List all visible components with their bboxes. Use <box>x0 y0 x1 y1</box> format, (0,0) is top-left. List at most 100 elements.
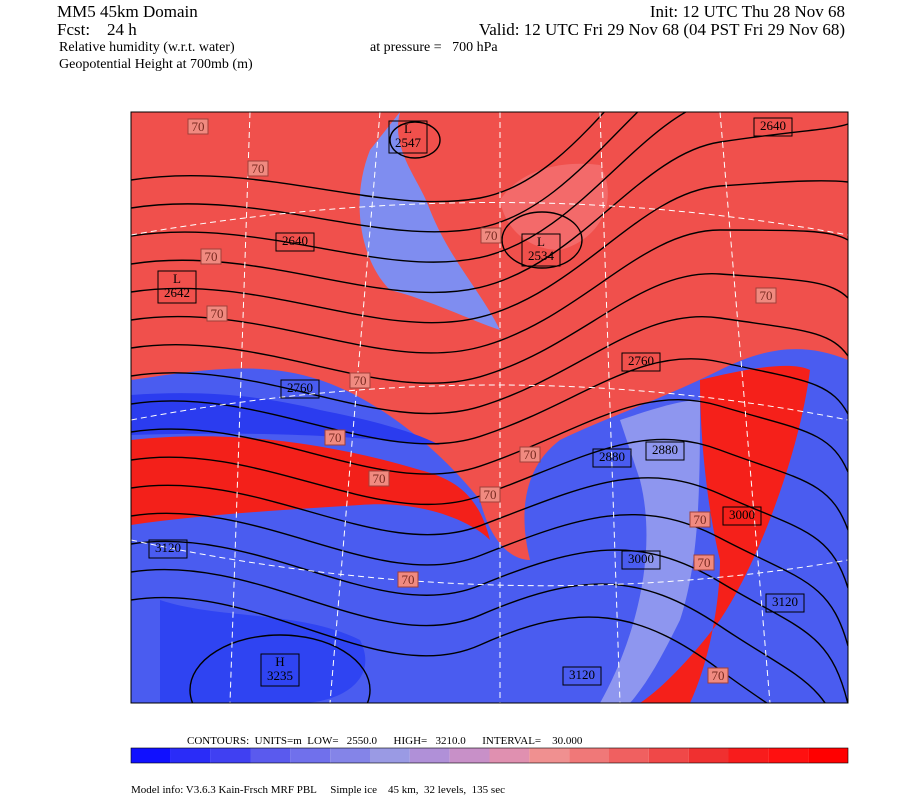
color-swatch <box>768 748 809 763</box>
height-label: 2640 <box>760 118 786 133</box>
height-contour <box>131 316 848 415</box>
color-swatch <box>370 748 410 763</box>
color-swatch <box>170 748 211 763</box>
graticule <box>719 112 771 703</box>
pressure: at pressure = 700 hPa <box>370 40 498 55</box>
color-swatch <box>449 748 490 763</box>
rh-label: 70 <box>484 487 497 502</box>
height-contour <box>131 568 826 703</box>
color-swatch <box>489 748 530 763</box>
height-label: 3000 <box>628 551 654 566</box>
rh-label: 70 <box>694 512 707 527</box>
label-box <box>388 120 428 154</box>
label-box <box>621 352 661 372</box>
label-box <box>260 653 300 687</box>
height-contour <box>131 112 688 263</box>
height-label: L <box>404 121 412 136</box>
rh-label: 70 <box>712 668 725 683</box>
height-label: 2760 <box>628 353 654 368</box>
label-box <box>765 593 805 613</box>
height-contour <box>131 540 848 703</box>
height-label: 2760 <box>287 380 313 395</box>
height-label: 2880 <box>599 449 625 464</box>
rh-label: 70 <box>402 572 415 587</box>
height-contour <box>131 477 848 589</box>
height-label: 3120 <box>155 540 181 555</box>
label-box <box>324 429 346 446</box>
init: Init: 12 UTC Thu 28 Nov 68 <box>650 2 845 21</box>
height-contour <box>131 358 848 445</box>
label-box <box>592 448 632 468</box>
field: Relative humidity (w.r.t. water) <box>59 40 235 55</box>
height-label: 2642 <box>164 285 190 300</box>
label-box <box>689 511 711 528</box>
height-contour <box>131 180 848 324</box>
height-contour <box>131 596 768 703</box>
field: Geopotential Height at 700mb (m) <box>59 57 253 72</box>
label-box <box>480 227 502 244</box>
rh-label: 70 <box>760 288 773 303</box>
model-info: Model info: V3.6.3 Kain-Frsch MRF PBL Si… <box>131 784 505 796</box>
label-box <box>753 117 793 137</box>
label-box <box>247 160 269 177</box>
label-box <box>755 287 777 304</box>
label-box <box>187 118 209 135</box>
map-frame <box>130 111 849 704</box>
label-box <box>722 506 762 526</box>
height-contour <box>131 112 606 203</box>
rh-label: 70 <box>485 228 498 243</box>
label-box <box>519 446 541 463</box>
height-label: 2534 <box>528 248 555 263</box>
graticule <box>599 112 621 703</box>
rh-label: 70 <box>211 306 224 321</box>
label-box <box>275 232 315 252</box>
label-box <box>479 486 501 503</box>
height-label: 3120 <box>772 594 798 609</box>
height-contour <box>189 634 371 703</box>
rh-label: 70 <box>329 430 342 445</box>
label-box <box>368 470 390 487</box>
color-swatch <box>250 748 291 763</box>
domain: MM5 45km Domain <box>57 2 198 21</box>
label-box <box>206 305 228 322</box>
rh-label: 70 <box>252 161 265 176</box>
color-swatch <box>290 748 331 763</box>
label-box <box>645 441 685 461</box>
height-label: H <box>275 654 284 669</box>
height-contour <box>501 211 583 269</box>
rh-label: 70 <box>698 555 711 570</box>
forecast: Fcst: 24 h <box>57 20 137 39</box>
graticule <box>131 202 848 236</box>
graticule <box>131 384 848 421</box>
rh-label: 70 <box>524 447 537 462</box>
label-box <box>349 372 371 389</box>
color-swatch <box>529 748 570 763</box>
height-label: 2640 <box>282 233 308 248</box>
label-box <box>280 379 320 399</box>
height-contour <box>389 121 441 159</box>
height-contour <box>131 229 848 354</box>
color-swatch <box>609 748 649 763</box>
color-swatch <box>409 748 450 763</box>
height-label: 3000 <box>729 507 755 522</box>
label-box <box>621 550 661 570</box>
rh-label: 70 <box>205 249 218 264</box>
contour-info: CONTOURS: UNITS=m LOW= 2550.0 HIGH= 3210… <box>187 735 583 747</box>
label-box <box>707 667 729 684</box>
color-swatch <box>210 748 251 763</box>
color-swatch <box>569 748 609 763</box>
label-box <box>148 539 188 559</box>
color-swatch <box>330 748 370 763</box>
height-label: 2880 <box>652 442 678 457</box>
valid: Valid: 12 UTC Fri 29 Nov 68 (04 PST Fri … <box>479 20 845 39</box>
height-label: 2547 <box>395 135 422 150</box>
height-contour <box>131 273 848 384</box>
height-contour <box>131 123 848 294</box>
height-label: 3120 <box>569 667 595 682</box>
color-swatch <box>131 748 171 763</box>
height-label: L <box>537 234 545 249</box>
height-label: 3235 <box>267 668 293 683</box>
rh-label: 70 <box>192 119 205 134</box>
label-box <box>200 248 222 265</box>
